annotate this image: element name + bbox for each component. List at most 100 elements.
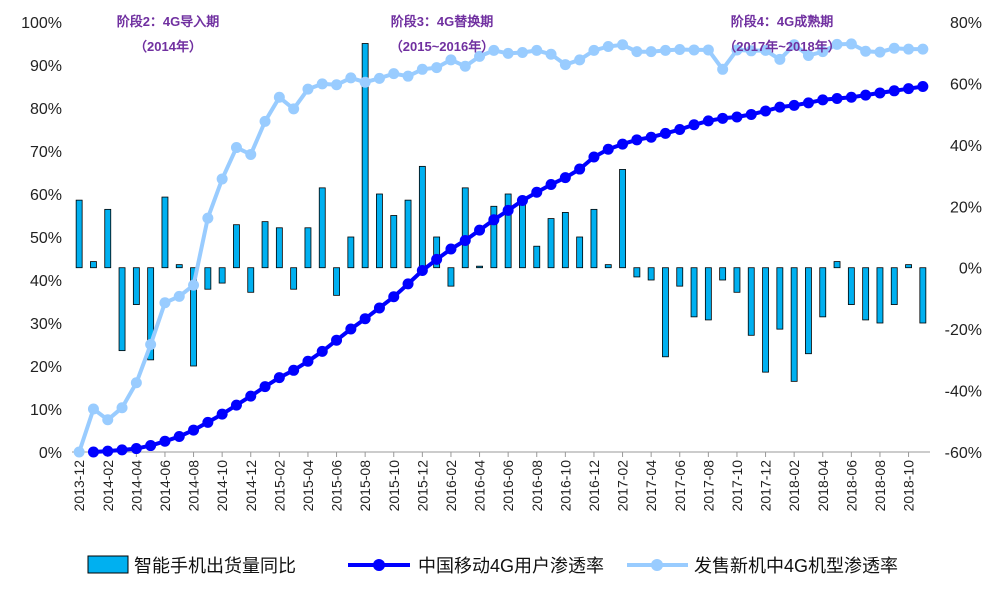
- bar-2018-05: [833, 261, 841, 269]
- point-s2-2013-12: [73, 446, 85, 458]
- x-tick-label: 2016-04: [472, 460, 488, 512]
- point-s2-2016-08: [531, 44, 543, 56]
- y-left-tick-label: 80%: [30, 101, 62, 118]
- point-s1-2014-08: [188, 424, 200, 436]
- bar-2018-07: [862, 267, 870, 321]
- y-right-tick-label: 40%: [950, 138, 982, 155]
- point-s2-2017-01: [602, 41, 614, 53]
- point-s2-2016-06: [502, 47, 514, 59]
- x-tick-label: 2017-06: [672, 460, 688, 512]
- point-s1-2016-09: [545, 179, 557, 191]
- point-s1-2018-04: [817, 94, 829, 106]
- point-s1-2018-07: [860, 89, 872, 101]
- bar-2018-02: [790, 267, 798, 382]
- point-s1-2018-09: [888, 85, 900, 97]
- x-tick-label: 2016-12: [586, 460, 602, 512]
- x-tick-label: 2015-02: [271, 460, 287, 512]
- point-s1-2014-11: [230, 399, 242, 411]
- point-s2-2014-02: [102, 414, 114, 426]
- point-s2-2016-04: [474, 50, 486, 62]
- annotation-title: 阶段2：4G导入期: [117, 14, 220, 29]
- y-right-tick-label: -60%: [945, 445, 982, 462]
- point-s1-2016-01: [431, 253, 443, 265]
- bar-2017-09: [719, 267, 727, 281]
- point-s1-2014-04: [130, 443, 142, 455]
- point-s2-2018-10: [903, 43, 915, 55]
- bar-2016-03: [461, 187, 469, 269]
- bar-2014-06: [161, 196, 169, 269]
- point-s2-2014-12: [245, 148, 257, 160]
- point-s1-2015-12: [416, 265, 428, 277]
- point-s1-2018-06: [845, 91, 857, 103]
- legend-label: 发售新机中4G机型渗透率: [694, 556, 898, 576]
- point-s2-2014-06: [159, 297, 171, 309]
- point-s2-2017-10: [731, 44, 743, 56]
- x-tick-label: 2018-10: [901, 460, 917, 512]
- point-s2-2017-03: [631, 46, 643, 58]
- point-s1-2016-04: [474, 224, 486, 236]
- point-s2-2018-03: [802, 50, 814, 62]
- point-s1-2015-10: [388, 291, 400, 303]
- point-s1-2017-07: [688, 119, 700, 131]
- bar-2015-09: [376, 193, 383, 269]
- bar-2018-10: [905, 264, 912, 269]
- point-s1-2016-07: [516, 194, 528, 206]
- bar-2017-06: [676, 267, 684, 287]
- point-s1-2016-10: [559, 172, 571, 184]
- point-s2-2018-04: [817, 46, 829, 58]
- x-tick-label: 2014-02: [100, 460, 116, 512]
- point-s2-2015-10: [388, 68, 400, 80]
- point-s2-2016-07: [516, 47, 528, 59]
- bar-2014-07: [175, 264, 183, 269]
- bar-2014-10: [218, 267, 226, 284]
- bar-2015-05: [318, 187, 326, 269]
- x-tick-label: 2014-08: [186, 460, 202, 512]
- x-tick-label: 2017-04: [643, 460, 659, 512]
- bar-2015-04: [304, 227, 312, 269]
- y-left-tick-label: 0%: [39, 445, 62, 462]
- point-s1-2017-11: [745, 108, 757, 120]
- point-s1-2018-08: [874, 87, 886, 99]
- bar-2015-06: [333, 267, 340, 296]
- point-s1-2015-03: [288, 364, 300, 376]
- point-s1-2016-11: [574, 163, 586, 175]
- point-s1-2014-06: [159, 435, 171, 447]
- point-s1-2015-04: [302, 355, 314, 367]
- y-right-tick-label: 20%: [950, 199, 982, 216]
- point-s1-2015-07: [345, 323, 357, 335]
- x-tick-label: 2015-12: [414, 460, 430, 512]
- annotation-period: （2017年~2018年）: [723, 39, 840, 54]
- bar-2018-11: [919, 267, 927, 324]
- bar-2014-11: [233, 224, 240, 269]
- x-tick-label: 2015-10: [386, 460, 402, 512]
- point-s2-2015-08: [359, 76, 371, 88]
- x-tick-label: 2017-10: [729, 460, 745, 512]
- point-s1-2017-09: [717, 112, 729, 124]
- bar-2018-03: [805, 267, 812, 355]
- bar-2018-01: [776, 267, 784, 330]
- bar-2018-04: [819, 267, 827, 318]
- y-right-tick-label: 0%: [959, 261, 982, 278]
- bar-2016-11: [576, 236, 584, 269]
- bar-2017-01: [604, 264, 612, 269]
- x-tick-label: 2014-04: [128, 460, 144, 512]
- bar-2014-12: [247, 267, 255, 293]
- x-tick-label: 2017-02: [615, 460, 631, 512]
- annotation-title: 阶段3：4G替换期: [391, 14, 494, 29]
- point-s2-2016-05: [488, 44, 500, 56]
- bar-2016-04: [476, 265, 483, 269]
- x-tick-label: 2018-06: [843, 460, 859, 512]
- point-s2-2018-01: [774, 53, 786, 65]
- point-s2-2017-07: [688, 44, 700, 56]
- point-s1-2014-09: [202, 416, 214, 428]
- point-s1-2018-03: [802, 97, 814, 109]
- y-right-tick-label: 80%: [950, 15, 982, 32]
- point-s1-2014-07: [173, 431, 185, 443]
- point-s2-2016-12: [588, 44, 600, 56]
- annotation-title: 阶段4：4G成熟期: [731, 14, 834, 29]
- point-s2-2015-01: [259, 115, 271, 127]
- bar-2017-05: [662, 267, 669, 358]
- y-left-tick-label: 100%: [21, 15, 62, 32]
- bar-2016-07: [519, 202, 526, 269]
- point-s1-2015-02: [273, 372, 285, 384]
